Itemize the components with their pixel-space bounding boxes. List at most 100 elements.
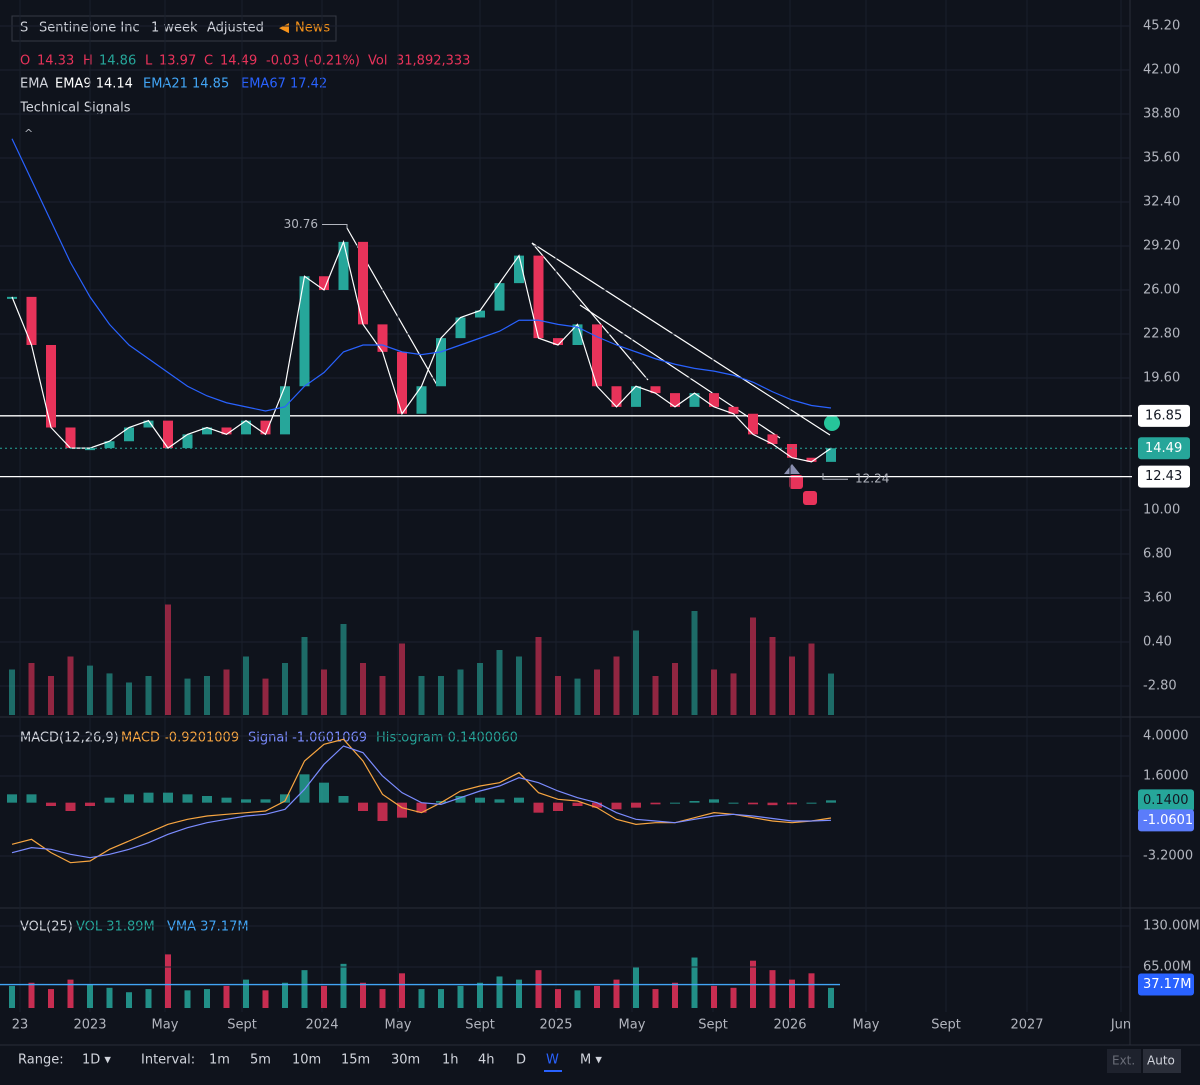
volume-bar [87, 984, 93, 1008]
vol-tick-label: 130.00M [1143, 919, 1200, 934]
o-label: O [20, 54, 30, 69]
x-tick-label: 2024 [305, 1018, 338, 1033]
signals[interactable]: Technical Signals [19, 101, 131, 116]
candle [319, 276, 329, 290]
vma-tag [1138, 973, 1194, 996]
volume-bar [184, 678, 191, 715]
ext[interactable]: Ext. [1112, 1054, 1135, 1068]
volume-bar [808, 973, 815, 1008]
y-tick-label: 10.00 [1143, 503, 1180, 518]
auto[interactable]: Auto [1147, 1054, 1175, 1068]
histogram-bar [7, 794, 17, 803]
macd-line [11, 738, 832, 864]
candle [592, 324, 602, 387]
interval-button[interactable]: 10m [292, 1053, 321, 1068]
volume-bar [126, 992, 132, 1008]
vol-label: Vol [368, 54, 387, 69]
interval-button[interactable]: M ▾ [580, 1053, 602, 1068]
y-tick-label: 6.80 [1143, 547, 1172, 562]
volume-bar [789, 656, 795, 715]
volume-bar [379, 676, 386, 715]
histogram-bar [280, 794, 290, 803]
interval-button[interactable]: 5m [250, 1053, 271, 1068]
candle [26, 296, 37, 345]
volume-bar [672, 982, 678, 1008]
candle [260, 420, 271, 435]
volume-bar [262, 678, 269, 715]
c-label: C [204, 54, 213, 69]
interval-button[interactable]: 4h [478, 1053, 495, 1068]
interval-button[interactable]: 30m [391, 1053, 420, 1068]
interval-button[interactable]: 1m [209, 1053, 230, 1068]
candle [689, 393, 700, 407]
volume-bar [204, 989, 210, 1008]
candle [514, 255, 524, 284]
volume-bar [496, 650, 503, 715]
level-label: 12.43 [1145, 469, 1182, 484]
y-tick-label: 22.80 [1143, 327, 1180, 342]
volume-bar [691, 957, 698, 1008]
change: -0.03 (-0.21%) [266, 54, 360, 69]
signal-arrow[interactable] [784, 464, 800, 474]
interval-button[interactable]: 15m [341, 1053, 370, 1068]
interval[interactable]: 1 week [151, 21, 198, 36]
histogram-bar [26, 794, 37, 803]
histogram-bar [748, 802, 758, 805]
histogram-bar [241, 799, 251, 803]
histogram-bar [358, 802, 368, 812]
last-label: 14.49 [1145, 441, 1182, 456]
y-tick-label: 0.40 [1143, 635, 1172, 650]
macd-title: MACD(12,26,9) [20, 731, 119, 746]
symbol[interactable]: S [20, 21, 28, 36]
signal-dot[interactable] [824, 415, 840, 431]
macd-tag-label: -1.0601 [1143, 813, 1193, 828]
signal-square[interactable] [803, 491, 817, 505]
candle [280, 386, 290, 435]
range[interactable]: 1D ▾ [82, 1053, 111, 1068]
interval-label: Interval: [141, 1053, 195, 1068]
x-tick-label: May [853, 1018, 880, 1033]
candle [670, 393, 680, 407]
ext-button[interactable] [1107, 1049, 1141, 1073]
x-tick-label: Sept [698, 1018, 728, 1033]
macd-tick-label: 1.6000 [1143, 769, 1189, 784]
histogram-bar [767, 802, 778, 806]
interval-button[interactable]: 1h [442, 1053, 459, 1068]
signal-square[interactable] [789, 475, 803, 489]
y-tick-label: 32.40 [1143, 195, 1180, 210]
l-label: L [145, 54, 153, 69]
last-tag [1138, 437, 1190, 460]
volume-bar [711, 669, 717, 715]
ema21: EMA21 14.85 [143, 77, 229, 92]
adjust[interactable]: Adjusted [207, 21, 264, 36]
volume-bar [808, 643, 815, 715]
level-tag [1138, 404, 1190, 427]
candle [124, 427, 134, 442]
interval-button[interactable]: D [516, 1053, 526, 1068]
candle [631, 386, 641, 407]
collapse[interactable]: ^ [24, 127, 33, 140]
interval-button[interactable]: W [546, 1053, 559, 1068]
volume-bar [340, 963, 347, 1008]
histogram-bar [163, 792, 173, 803]
volume-bar [379, 989, 386, 1008]
candle [748, 413, 758, 435]
volume-bar [145, 989, 152, 1008]
macd-label: MACD -0.9201009 [121, 731, 239, 746]
volume-bar [594, 669, 600, 715]
candle [182, 434, 193, 449]
volume-bar [457, 985, 464, 1008]
news[interactable]: News [295, 21, 330, 36]
candle [767, 434, 778, 444]
volume-bar [652, 676, 659, 715]
histogram-bar [397, 802, 407, 818]
histogram-bar [592, 802, 602, 808]
vol-title: VOL(25) [20, 920, 73, 935]
volume-bar [67, 656, 74, 715]
company[interactable]: Sentinelone Inc [39, 21, 140, 36]
histogram-bar [436, 801, 446, 803]
vol-pane-label: VOL 31.89M [76, 920, 155, 935]
candle [143, 420, 154, 428]
auto-button[interactable] [1143, 1049, 1181, 1073]
